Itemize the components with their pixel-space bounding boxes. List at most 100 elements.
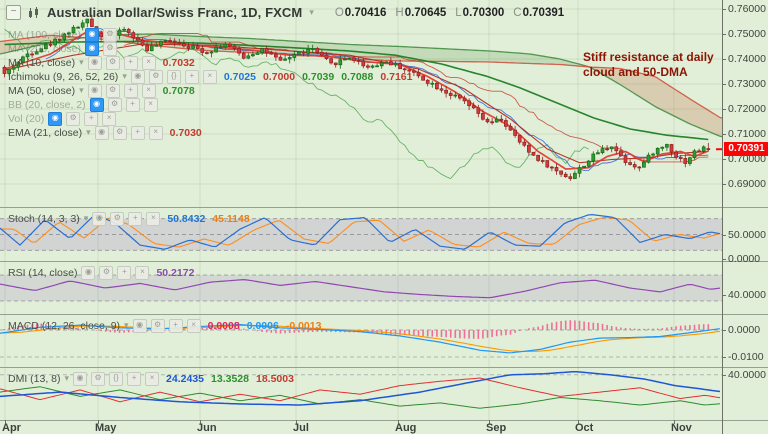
eye-icon[interactable]: ◉	[87, 55, 102, 70]
chevron-down-icon[interactable]: ▾	[309, 7, 314, 17]
ma50-value: 0.7078	[162, 84, 195, 97]
month-label: Jul	[293, 422, 309, 434]
chevron-down-icon[interactable]: ▾	[124, 320, 129, 330]
rsi-legend: RSI (14, close) ◉ ⚙ + × 50.2172	[8, 265, 195, 280]
ohlc-readout: O0.70416 H0.70645 L0.70300 C0.70391	[334, 6, 565, 19]
close-value: 0.70391	[522, 6, 565, 19]
plus-icon[interactable]: +	[84, 111, 99, 126]
open-value: 0.70416	[344, 6, 387, 19]
symbol-title[interactable]: Australian Dollar/Swiss Franc, 1D, FXCM	[47, 5, 303, 20]
eye-icon[interactable]: ◉	[89, 97, 104, 112]
plus-icon[interactable]: +	[117, 265, 132, 280]
dmi-level-label: 40.0000	[728, 368, 766, 381]
gear-icon[interactable]: ⚙	[105, 83, 120, 98]
close-icon[interactable]: ×	[146, 211, 161, 226]
close-icon[interactable]: ×	[145, 371, 160, 386]
close-icon[interactable]: ×	[135, 265, 150, 280]
gear-icon[interactable]: ⚙	[112, 125, 127, 140]
plus-icon[interactable]: +	[128, 211, 143, 226]
gear-icon[interactable]: ⚙	[99, 265, 114, 280]
chart-header: − Australian Dollar/Swiss Franc, 1D, FXC…	[6, 5, 564, 20]
stoch-k-value: 50.8432	[167, 212, 206, 225]
eye-icon[interactable]: ◉	[132, 318, 147, 333]
close-icon[interactable]: ×	[143, 97, 158, 112]
main-price-pane[interactable]	[0, 0, 722, 207]
legend-row-ma50: MA (50, close) ▾ ◉ ⚙ + × 0.7078	[8, 83, 195, 98]
gear-icon[interactable]: ⚙	[66, 111, 81, 126]
base-line-value: 0.7000	[262, 70, 296, 83]
macd-level-label: -0.0100	[728, 351, 764, 363]
gear-icon[interactable]: ⚙	[102, 41, 117, 56]
stoch-level-label: 50.0000	[728, 228, 766, 241]
close-icon[interactable]: ×	[141, 83, 156, 98]
braces-icon[interactable]: {}	[109, 371, 124, 386]
close-icon[interactable]: ×	[202, 69, 217, 84]
legend-row-ma10: MA (10, close) ▾ ◉ ⚙ + × 0.7032	[8, 55, 195, 70]
chevron-down-icon[interactable]: ▾	[122, 71, 127, 81]
chevron-down-icon[interactable]: ▾	[83, 213, 89, 223]
plus-icon[interactable]: +	[130, 125, 145, 140]
plus-icon[interactable]: +	[123, 55, 138, 70]
price-tick-label: 0.74000	[728, 53, 766, 65]
eye-icon[interactable]: ◉	[87, 83, 102, 98]
eye-icon[interactable]: ◉	[81, 265, 96, 280]
plus-icon[interactable]: +	[123, 83, 138, 98]
braces-icon[interactable]: {}	[166, 69, 181, 84]
chart-type-icon[interactable]	[28, 6, 40, 19]
month-label: Apr	[2, 422, 21, 434]
price-tick-label: 0.70000	[728, 153, 766, 165]
ma10-value: 0.7032	[162, 56, 195, 69]
eye-icon[interactable]: ◉	[92, 211, 107, 226]
close-icon[interactable]: ×	[102, 111, 117, 126]
minus-di-value: 18.5003	[255, 372, 294, 385]
plus-icon[interactable]: +	[184, 69, 199, 84]
chevron-down-icon[interactable]: ▾	[86, 127, 91, 137]
gear-icon[interactable]: ⚙	[91, 371, 106, 386]
eye-icon[interactable]: ◉	[84, 27, 99, 42]
eye-icon[interactable]: ◉	[84, 41, 99, 56]
close-icon[interactable]: ×	[186, 318, 201, 333]
stoch-d-value: 45.1148	[212, 212, 250, 225]
pane-separator[interactable]	[0, 207, 768, 208]
pane-separator[interactable]	[0, 314, 768, 315]
close-icon[interactable]: ×	[148, 125, 163, 140]
month-label: Jun	[197, 422, 217, 434]
lead2-value: 0.7161	[380, 70, 413, 83]
rsi-level-label: 40.0000	[728, 288, 766, 301]
eye-icon[interactable]: ◉	[48, 111, 63, 126]
plus-icon[interactable]: +	[168, 318, 183, 333]
eye-icon[interactable]: ◉	[130, 69, 145, 84]
legend-row-ema21: EMA (21, close) ▾ ◉ ⚙ + × 0.7030	[8, 125, 202, 140]
price-axis[interactable]: 0.70391 0.76000 0.75000 0.74000 0.73000 0.72…	[722, 0, 768, 434]
macd-pane[interactable]	[0, 315, 722, 367]
gear-icon[interactable]: ⚙	[148, 69, 163, 84]
gear-icon[interactable]: ⚙	[150, 318, 165, 333]
chevron-down-icon[interactable]: ▾	[79, 85, 84, 95]
conversion-line-value: 0.7025	[223, 70, 256, 83]
plus-icon[interactable]: +	[125, 97, 140, 112]
month-label: Oct	[575, 422, 594, 434]
lagging-span-value: 0.7039	[302, 70, 335, 83]
gear-icon[interactable]: ⚙	[107, 97, 122, 112]
legend-row-bb: BB (20, close, 2) ◉ ⚙ + ×	[8, 97, 158, 112]
chevron-down-icon[interactable]: ▾	[64, 373, 70, 383]
eye-icon[interactable]: ◉	[94, 125, 109, 140]
time-axis-border	[0, 420, 768, 421]
eye-icon[interactable]: ◉	[73, 371, 88, 386]
month-label: Sep	[486, 422, 507, 434]
close-icon[interactable]: ×	[141, 55, 156, 70]
gear-icon[interactable]: ⚙	[105, 55, 120, 70]
macd-line-value: 0.0006	[246, 319, 279, 332]
pane-separator[interactable]	[0, 261, 768, 262]
gear-icon[interactable]: ⚙	[110, 211, 125, 226]
collapse-legend-icon[interactable]: −	[6, 5, 21, 20]
pane-separator[interactable]	[0, 367, 768, 368]
chevron-down-icon[interactable]: ▾	[79, 57, 84, 67]
ema21-value: 0.7030	[169, 126, 202, 139]
macd-signal-value: -0.0013	[285, 319, 322, 332]
time-axis[interactable]: Apr May Jun Jul Aug Sep Oct Nov	[0, 420, 722, 434]
price-tick-label: 0.69000	[728, 178, 766, 190]
gear-icon[interactable]: ⚙	[102, 27, 117, 42]
price-tick-label: 0.75000	[728, 28, 766, 40]
plus-icon[interactable]: +	[127, 371, 142, 386]
